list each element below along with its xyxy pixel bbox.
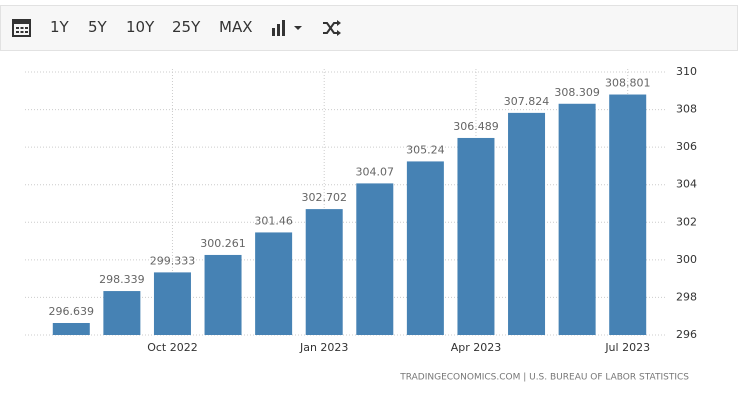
value-label: 306.489 [453,120,499,133]
bar [305,209,343,335]
range-button[interactable]: 25Y [172,18,201,36]
y-tick-label: 306 [676,140,697,153]
range-button[interactable]: 5Y [88,18,107,36]
bar [457,137,495,335]
value-label: 299.333 [150,254,196,267]
x-tick-label: Apr 2023 [451,341,502,354]
value-label: 308.309 [554,86,600,99]
bar [153,272,191,335]
shuffle-icon[interactable] [321,18,343,38]
x-tick-label: Jul 2023 [604,341,650,354]
bar [52,322,90,335]
bar [609,94,647,335]
y-tick-label: 304 [676,178,697,191]
value-label: 307.824 [504,95,550,108]
y-tick-label: 298 [676,290,697,303]
value-label: 304.07 [356,165,395,178]
bar [508,112,546,335]
bar [356,183,394,335]
y-tick-label: 302 [676,215,697,228]
bar [406,161,444,335]
value-label: 298.339 [99,273,145,286]
value-label: 296.639 [49,305,95,318]
y-tick-label: 310 [676,65,697,78]
range-button[interactable]: 1Y [50,18,69,36]
bar [103,291,141,335]
x-tick-label: Oct 2022 [147,341,198,354]
range-button[interactable]: 10Y [126,18,155,36]
bar [558,103,596,336]
value-label: 301.46 [254,214,293,227]
y-tick-label: 300 [676,253,697,266]
x-tick-label: Jan 2023 [299,341,348,354]
range-button[interactable]: MAX [219,18,253,36]
y-tick-label: 296 [676,328,697,341]
value-label: 300.261 [200,237,246,250]
value-label: 302.702 [301,191,347,204]
toolbar: 1Y 5Y 10Y 25Y MAX [0,5,738,51]
y-tick-label: 308 [676,103,697,116]
calendar-icon[interactable] [12,18,32,38]
source: TRADINGECONOMICS.COM | U.S. BUREAU OF LA… [399,373,689,383]
value-label: 308.801 [605,77,651,90]
bar [204,254,242,335]
chart-type-icon[interactable] [271,18,311,38]
bar [255,232,293,335]
value-label: 305.24 [406,143,445,156]
